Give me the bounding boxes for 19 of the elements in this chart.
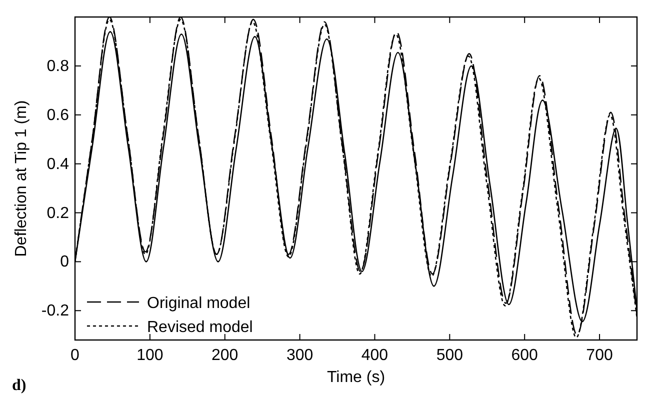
x-tick-label: 600 bbox=[511, 347, 538, 364]
legend-label: Original model bbox=[147, 295, 250, 312]
y-tick-label: 0 bbox=[60, 254, 70, 271]
y-tick-label: 0.4 bbox=[46, 156, 70, 173]
x-tick-label: 100 bbox=[136, 347, 164, 364]
x-tick-label: 200 bbox=[212, 347, 238, 364]
y-tick-label: 0.8 bbox=[46, 58, 70, 75]
x-tick-label: 0 bbox=[70, 347, 80, 364]
x-tick-label: 300 bbox=[286, 347, 314, 364]
x-tick-label: 500 bbox=[436, 347, 464, 364]
y-tick-label: 0.6 bbox=[46, 106, 70, 124]
x-tick-label: 400 bbox=[361, 347, 388, 364]
legend-label: Revised model bbox=[147, 319, 253, 336]
y-tick-label: 0.2 bbox=[46, 204, 70, 222]
y-axis-title: Deflection at Tip 1 (m) bbox=[13, 100, 30, 257]
x-tick-label: 700 bbox=[586, 347, 613, 364]
y-tick-label: -0.2 bbox=[41, 302, 70, 320]
text: d) bbox=[12, 377, 26, 394]
x-axis-title: Time (s) bbox=[326, 369, 386, 386]
